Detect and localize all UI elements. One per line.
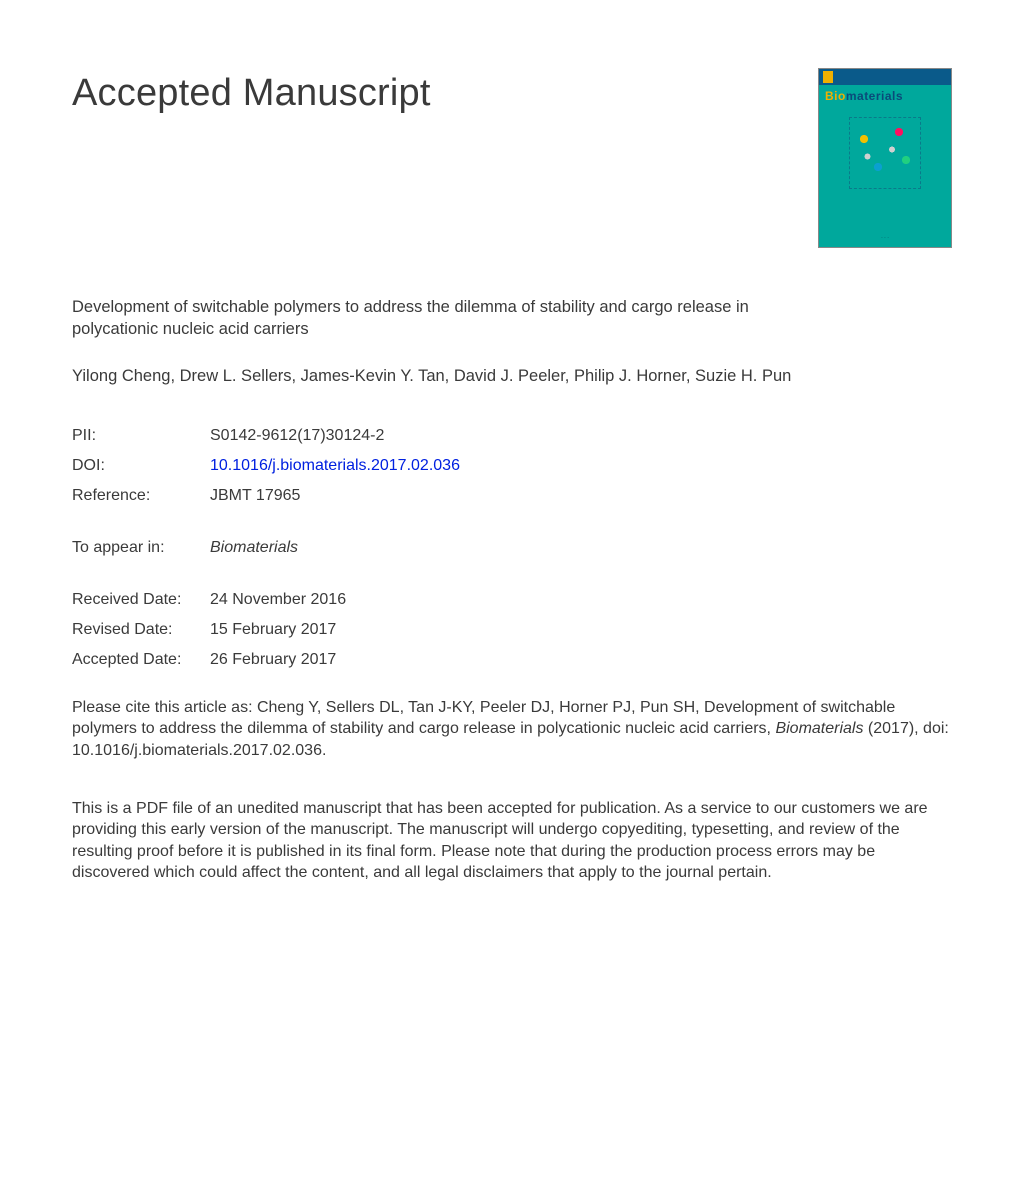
to-appear-value: Biomaterials (210, 539, 952, 557)
article-title: Development of switchable polymers to ad… (72, 296, 782, 341)
cover-title-part1: Bio (825, 89, 846, 103)
cover-topbar (819, 69, 951, 85)
page-heading: Accepted Manuscript (72, 72, 431, 115)
revised-date-value: 15 February 2017 (210, 621, 952, 639)
reference-value: JBMT 17965 (210, 487, 952, 505)
to-appear-label: To appear in: (72, 539, 210, 557)
received-date-value: 24 November 2016 (210, 591, 952, 609)
pii-value: S0142-9612(17)30124-2 (210, 427, 952, 445)
revised-date-label: Revised Date: (72, 621, 210, 639)
author-list: Yilong Cheng, Drew L. Sellers, James-Kev… (72, 365, 792, 387)
accepted-date-label: Accepted Date: (72, 651, 210, 669)
pii-label: PII: (72, 427, 210, 445)
cover-journal-title: Biomaterials (825, 89, 903, 103)
reference-label: Reference: (72, 487, 210, 505)
journal-cover-thumbnail: Biomaterials · · · (818, 68, 952, 248)
citation-text: Please cite this article as: Cheng Y, Se… (72, 697, 952, 762)
disclaimer-text: This is a PDF file of an unedited manusc… (72, 798, 952, 884)
cover-footer: · · · (819, 235, 951, 241)
doi-link[interactable]: 10.1016/j.biomaterials.2017.02.036 (210, 457, 952, 475)
received-date-label: Received Date: (72, 591, 210, 609)
accepted-date-value: 26 February 2017 (210, 651, 952, 669)
publisher-logo-icon (823, 71, 833, 83)
metadata-table: PII: S0142-9612(17)30124-2 DOI: 10.1016/… (72, 427, 952, 669)
doi-label: DOI: (72, 457, 210, 475)
cover-title-part2: materials (846, 89, 903, 103)
citation-journal: Biomaterials (775, 720, 863, 737)
cover-art-icon (849, 117, 921, 189)
citation-prefix: Please cite this article as: Cheng Y, Se… (72, 699, 895, 738)
